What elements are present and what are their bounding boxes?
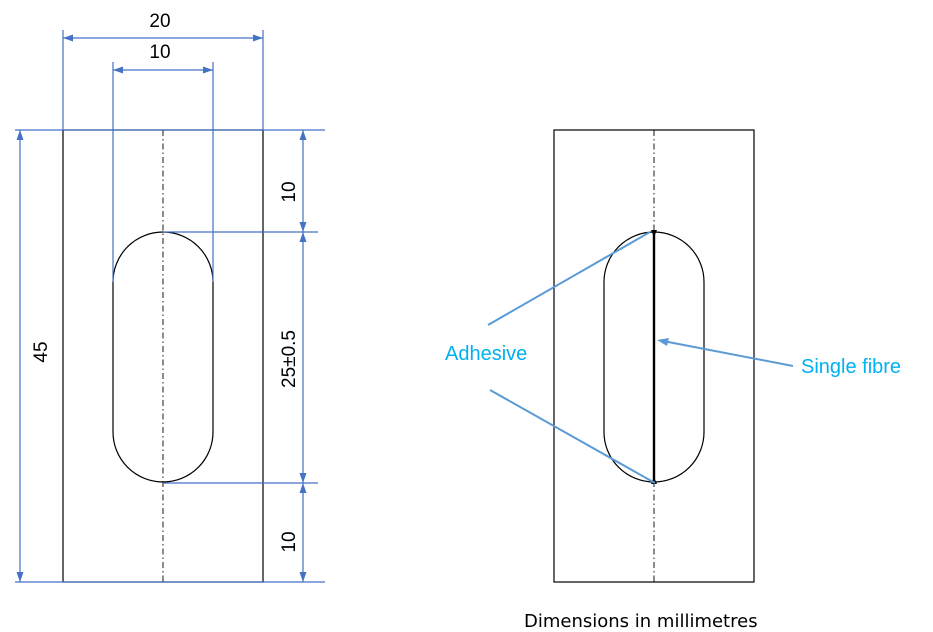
left-slot-outline	[112, 231, 214, 483]
label-bottom-margin: 10	[279, 531, 300, 552]
extension-lines	[15, 30, 325, 583]
leader-adhesive-top	[487, 231, 651, 326]
dim-gauge-length: 25±0.5	[279, 232, 307, 483]
label-adhesive: Adhesive	[445, 343, 527, 365]
label-overall-width: 20	[149, 11, 170, 32]
label-top-margin: 10	[279, 181, 300, 202]
dim-bottom-margin: 10	[279, 483, 307, 582]
left-specimen-view	[62, 129, 264, 583]
label-overall-length: 45	[31, 341, 52, 362]
label-gauge-length: 25±0.5	[279, 330, 300, 388]
leader-adhesive-bottom	[489, 389, 656, 484]
right-slot-outline	[603, 231, 705, 483]
leader-lines	[487, 231, 794, 484]
dim-top-margin: 10	[279, 130, 307, 232]
dim-overall-width: 20	[63, 11, 263, 42]
adhesive-top-drop	[651, 230, 657, 237]
dim-overall-length: 45	[16, 130, 52, 582]
label-slot-width: 10	[149, 42, 170, 63]
leader-single-fibre	[662, 340, 794, 367]
caption-units: Dimensions in millimetres	[524, 611, 758, 632]
dim-slot-width: 10	[113, 42, 213, 74]
right-specimen-view	[553, 129, 755, 583]
arrow-single-fibre	[657, 338, 669, 346]
label-single-fibre: Single fibre	[801, 356, 901, 378]
